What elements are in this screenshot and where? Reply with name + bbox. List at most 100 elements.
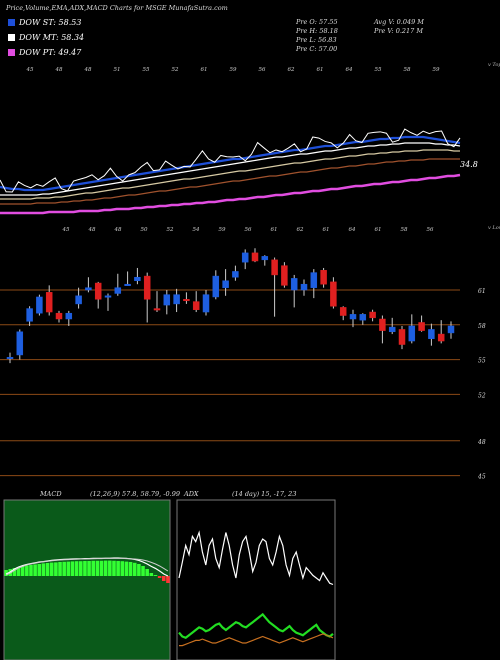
candle-body <box>379 318 386 331</box>
macd-histogram-bar <box>12 568 17 576</box>
candle-body <box>183 299 190 302</box>
macd-histogram-bar <box>62 561 66 576</box>
price-corner-label: v Lower <box>488 225 500 231</box>
ema-line-series-2 <box>0 149 460 200</box>
ema-top-axis-label: 51 <box>114 67 121 73</box>
macd-histogram-bar <box>83 561 87 576</box>
macd-histogram-bar <box>141 566 145 576</box>
legend-label-st: DOW ST: 58.53 <box>19 18 82 27</box>
candle-body <box>232 271 239 278</box>
adx-pane-border <box>176 499 336 660</box>
price-top-axis-label: 61 <box>375 227 382 233</box>
ema-top-axis-label: 62 <box>288 67 295 73</box>
candle-body <box>16 331 24 356</box>
ema-line-series-3 <box>0 158 460 205</box>
candle-body <box>330 281 337 307</box>
macd-histogram-bar <box>137 564 141 576</box>
ema-top-axis-label: 64 <box>346 67 353 73</box>
macd-histogram-bar <box>58 562 62 576</box>
ema-top-axis-label: 48 <box>55 67 63 73</box>
candle-body <box>241 252 249 263</box>
candle-body <box>6 357 14 360</box>
prev-volume: Pre V: 0.217 M <box>374 27 424 35</box>
candle-body <box>437 333 445 342</box>
candle-body <box>55 312 63 320</box>
ema-top-axis-label: 56 <box>259 67 266 73</box>
candle-body <box>94 282 102 300</box>
macd-histogram-bar <box>54 562 58 576</box>
price-top-axis-label: 52 <box>167 227 174 233</box>
macd-histogram-bar <box>91 560 95 576</box>
ema-line-dow-pt <box>0 173 461 215</box>
macd-histogram-bar <box>45 563 50 576</box>
candle-body <box>36 296 43 314</box>
candle-body <box>114 287 122 294</box>
legend-label-mt: DOW MT: 58.34 <box>19 33 85 42</box>
macd-histogram-bar <box>4 570 8 576</box>
candle-body <box>75 295 82 305</box>
ema-top-axis-label: 52 <box>172 67 179 73</box>
macd-pane-border <box>3 499 171 660</box>
ema-top-axis-label: 59 <box>230 67 237 73</box>
prev-open: Pre O: 57.55 <box>296 18 338 26</box>
candle-body <box>300 283 308 291</box>
macd-signal-line <box>5 557 169 576</box>
candle-body <box>349 314 357 320</box>
price-top-axis-label: 62 <box>297 227 304 233</box>
price-tick-label: 45 <box>477 474 486 481</box>
candle-body <box>398 329 406 345</box>
legend-dow-mt: DOW MT: 58.34 <box>8 33 84 42</box>
price-top-axis-label: 58 <box>401 227 408 233</box>
price-top-axis-label: 48 <box>88 227 96 233</box>
macd-histogram-bar <box>153 575 158 576</box>
candle-body <box>153 308 161 311</box>
macd-label: MACD <box>40 490 62 498</box>
price-tick-label: 48 <box>477 439 486 446</box>
legend-label-pt: DOW PT: 49.47 <box>19 48 82 57</box>
legend-swatch-pt <box>8 49 15 56</box>
ema-top-axis-label: 59 <box>433 67 440 73</box>
candle-body <box>222 280 229 288</box>
candle-body <box>428 329 435 339</box>
candle-body <box>251 252 259 262</box>
ema-price-line <box>0 128 461 193</box>
macd-histogram-bar <box>128 562 133 576</box>
candle-body <box>339 307 347 316</box>
chart-title: Price,Volume,EMA,ADX,MACD Charts for MSG… <box>6 4 228 12</box>
prev-close: Pre C: 57.00 <box>296 45 338 53</box>
macd-histogram-bar <box>33 564 37 576</box>
ema-top-axis-label: 58 <box>404 67 411 73</box>
ema-top-axis-label: 55 <box>375 67 382 73</box>
candle-body <box>26 308 33 322</box>
candle-body <box>85 287 92 291</box>
price-top-axis-label: 61 <box>271 227 278 233</box>
candle-body <box>202 294 210 313</box>
candle-body <box>261 256 269 261</box>
adx-pane-background <box>177 500 335 660</box>
price-tick-label: 61 <box>478 288 486 295</box>
candle-body <box>320 270 327 285</box>
macd-histogram-bar <box>87 561 91 576</box>
ema-top-axis-label: 61 <box>317 67 324 73</box>
candle-body <box>212 275 220 298</box>
candle-body <box>290 278 298 291</box>
candle-body <box>418 322 425 331</box>
macd-histogram-bar <box>103 560 108 576</box>
macd-histogram-bar <box>132 562 137 576</box>
candle-body <box>192 301 200 310</box>
price-top-axis-label: 59 <box>219 227 226 233</box>
macd-histogram-bar <box>79 561 83 576</box>
price-top-axis-label: 56 <box>245 227 252 233</box>
candle-body <box>281 265 288 286</box>
adx-line-di <box>178 530 334 586</box>
macd-histogram-bar <box>29 565 33 576</box>
candle-body <box>104 295 112 298</box>
macd-histogram-bar <box>116 561 120 576</box>
macd-histogram-bar <box>49 562 54 576</box>
candle-body <box>134 276 141 281</box>
macd-histogram-bar <box>16 567 21 576</box>
candle-body <box>369 311 376 319</box>
price-tick-label: 58 <box>478 323 486 330</box>
macd-values: (12,26,9) 57.8, 58.79, -0.99 <box>90 490 180 498</box>
